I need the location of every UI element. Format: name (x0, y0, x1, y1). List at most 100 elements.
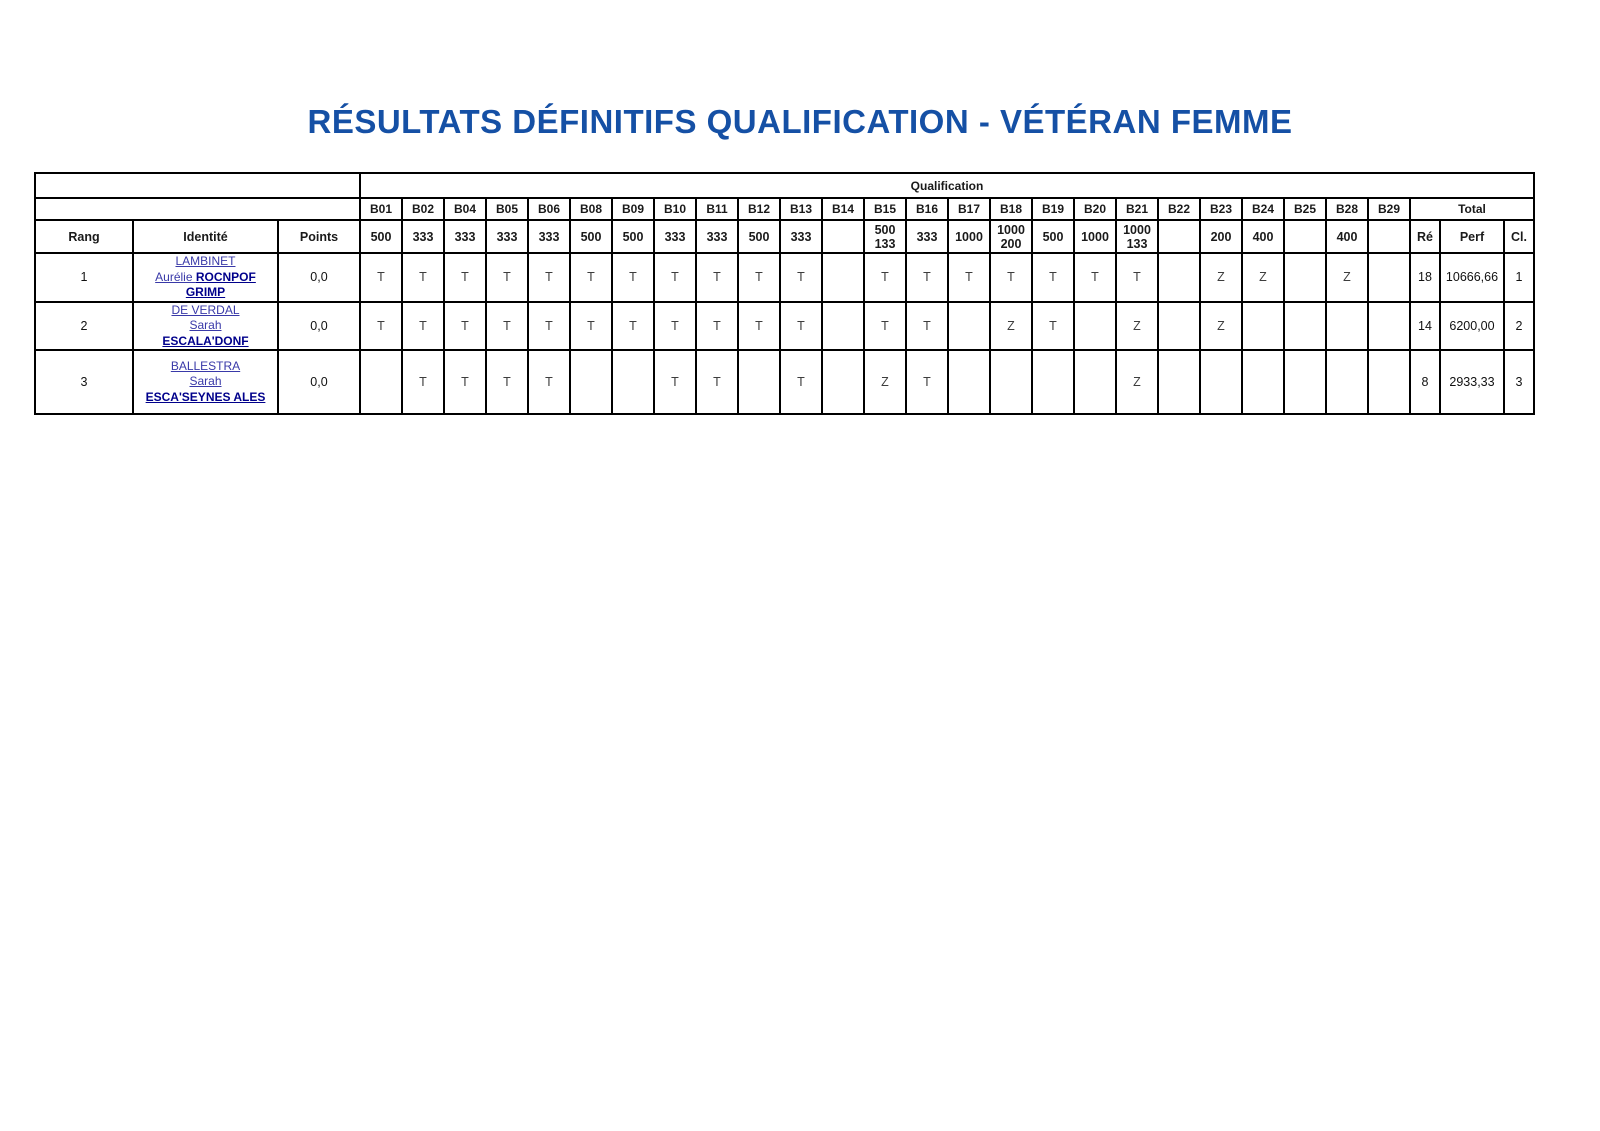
bloc-points-B08: 500 (569, 219, 613, 254)
athlete-name-link[interactable]: BALLESTRA (170, 358, 241, 373)
bloc-points-B22 (1157, 219, 1201, 254)
bloc-label-row: B01 B02 B04 B05 B06 B08 B09 B10 B11 B12 … (34, 197, 1535, 221)
mark-cell-B24 (1241, 349, 1285, 415)
bloc-points-B04: 333 (443, 219, 487, 254)
mark-cell-B28 (1325, 349, 1369, 415)
club-link[interactable]: GRIMP (185, 285, 226, 299)
mark-cell-B14 (821, 349, 865, 415)
cl-cell: 1 (1503, 252, 1535, 303)
bloc-points-B17: 1000 (947, 219, 991, 254)
mark-cell-B28: Z (1325, 252, 1369, 303)
athlete-name-link[interactable]: DE VERDAL (171, 302, 240, 317)
mark-cell-B24 (1241, 300, 1285, 351)
mark-cell-B29 (1367, 300, 1411, 351)
bloc-header-B15: B15 (863, 197, 907, 221)
bloc-header-B12: B12 (737, 197, 781, 221)
mark-cell-B23: Z (1199, 252, 1243, 303)
bloc-points-B10: 333 (653, 219, 697, 254)
mark-cell-B25 (1283, 252, 1327, 303)
mark-cell-B28 (1325, 300, 1369, 351)
mark-cell-B29 (1367, 349, 1411, 415)
bloc-header-B19: B19 (1031, 197, 1075, 221)
mark-cell-B14 (821, 300, 865, 351)
total-header: Total (1409, 197, 1535, 221)
bloc-points-B14 (821, 219, 865, 254)
cl-cell: 3 (1503, 349, 1535, 415)
athlete-name-link[interactable]: Sarah (189, 374, 222, 389)
bloc-points-B02: 333 (401, 219, 445, 254)
bloc-header-B08: B08 (569, 197, 613, 221)
mark-cell-B11: T (695, 349, 739, 415)
mark-cell-B13: T (779, 252, 823, 303)
re-cell: 8 (1409, 349, 1441, 415)
bloc-points-B09: 500 (611, 219, 655, 254)
mark-cell-B15: Z (863, 349, 907, 415)
club-link[interactable]: ROCNPOF (195, 269, 256, 284)
identity-cell: DE VERDAL Sarah ESCALA'DONF (132, 300, 279, 351)
mark-cell-B25 (1283, 300, 1327, 351)
athlete-name-link[interactable]: LAMBINET (175, 254, 236, 268)
bloc-points-B19: 500 (1031, 219, 1075, 254)
mark-cell-B08 (569, 349, 613, 415)
mark-cell-B06: T (527, 300, 571, 351)
identity-cell: BALLESTRA Sarah ESCA'SEYNES ALES (132, 349, 279, 415)
club-link[interactable]: ESCA'SEYNES ALES (145, 389, 266, 404)
club-link[interactable]: ESCALA'DONF (162, 333, 249, 348)
mark-cell-B16: T (905, 349, 949, 415)
mark-cell-B06: T (527, 252, 571, 303)
perf-cell: 10666,66 (1439, 252, 1505, 303)
bloc-points-B15: 500 133 (863, 219, 907, 254)
bloc-header-B09: B09 (611, 197, 655, 221)
bloc-header-B02: B02 (401, 197, 445, 221)
rang-cell: 1 (34, 252, 134, 303)
bloc-points-B21: 1000 133 (1115, 219, 1159, 254)
mark-cell-B01: T (359, 300, 403, 351)
mark-cell-B16: T (905, 252, 949, 303)
bloc-header-B14: B14 (821, 197, 865, 221)
mark-cell-B01 (359, 349, 403, 415)
bloc-points-B12: 500 (737, 219, 781, 254)
header-spacer (34, 172, 361, 199)
mark-cell-B09: T (611, 252, 655, 303)
athlete-name-link[interactable]: Aurélie (155, 269, 196, 284)
mark-cell-B01: T (359, 252, 403, 303)
mark-cell-B22 (1157, 349, 1201, 415)
mark-cell-B09: T (611, 300, 655, 351)
points-header: Points (277, 219, 361, 254)
mark-cell-B09 (611, 349, 655, 415)
bloc-header-B10: B10 (653, 197, 697, 221)
mark-cell-B18 (989, 349, 1033, 415)
mark-cell-B21: T (1115, 252, 1159, 303)
mark-cell-B10: T (653, 252, 697, 303)
page-title: RÉSULTATS DÉFINITIFS QUALIFICATION - VÉT… (307, 103, 1293, 140)
bloc-header-B21: B21 (1115, 197, 1159, 221)
points-cell: 0,0 (277, 349, 361, 415)
qualification-header: Qualification (359, 172, 1535, 199)
bloc-header-B23: B23 (1199, 197, 1243, 221)
re-header: Ré (1409, 219, 1441, 254)
perf-header: Perf (1439, 219, 1505, 254)
bloc-header-B05: B05 (485, 197, 529, 221)
bloc-header-B18: B18 (989, 197, 1033, 221)
mark-cell-B22 (1157, 252, 1201, 303)
cl-header: Cl. (1503, 219, 1535, 254)
rang-cell: 3 (34, 349, 134, 415)
bloc-points-B18: 1000 200 (989, 219, 1033, 254)
mark-cell-B25 (1283, 349, 1327, 415)
mark-cell-B19: T (1031, 252, 1075, 303)
points-cell: 0,0 (277, 252, 361, 303)
mark-cell-B15: T (863, 252, 907, 303)
mark-cell-B22 (1157, 300, 1201, 351)
athlete-name-link[interactable]: Sarah (189, 318, 222, 332)
bloc-points-B01: 500 (359, 219, 403, 254)
mark-cell-B17: T (947, 252, 991, 303)
identite-header: Identité (132, 219, 279, 254)
bloc-points-B16: 333 (905, 219, 949, 254)
mark-cell-B12: T (737, 252, 781, 303)
mark-cell-B10: T (653, 300, 697, 351)
points-cell: 0,0 (277, 300, 361, 351)
cl-cell: 2 (1503, 300, 1535, 351)
mark-cell-B05: T (485, 300, 529, 351)
mark-cell-B02: T (401, 252, 445, 303)
mark-cell-B15: T (863, 300, 907, 351)
